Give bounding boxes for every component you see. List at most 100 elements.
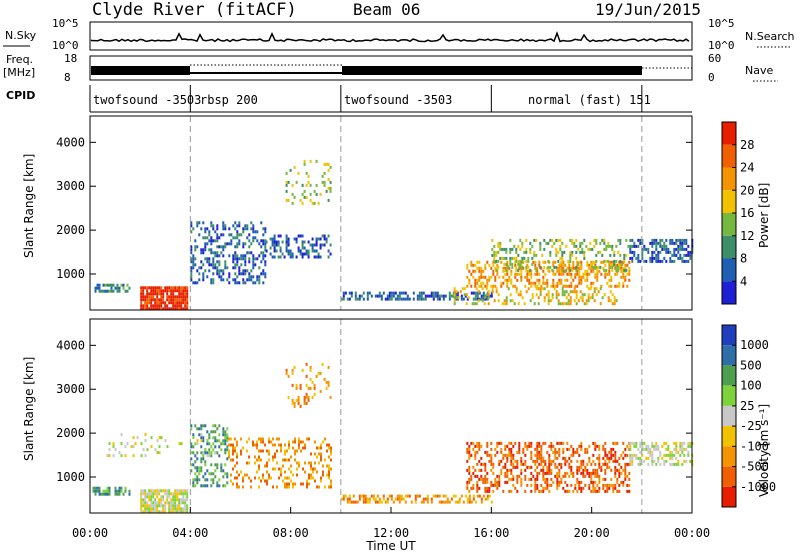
range-cell bbox=[228, 455, 230, 459]
range-cell bbox=[194, 239, 197, 243]
range-cell bbox=[503, 302, 506, 306]
range-cell bbox=[234, 221, 237, 225]
range-cell bbox=[422, 497, 425, 501]
range-cell bbox=[106, 489, 109, 493]
range-cell bbox=[286, 482, 288, 486]
range-cell bbox=[232, 278, 235, 282]
range-cell bbox=[216, 260, 219, 264]
range-cell bbox=[509, 256, 512, 260]
range-cell bbox=[560, 281, 563, 285]
range-cell bbox=[116, 492, 119, 496]
range-cell bbox=[238, 266, 241, 270]
range-cell bbox=[520, 269, 523, 273]
range-cell bbox=[550, 477, 553, 481]
range-cell bbox=[284, 452, 286, 456]
range-cell bbox=[649, 453, 652, 457]
range-cell bbox=[128, 492, 131, 496]
range-cell bbox=[673, 441, 676, 445]
range-cell bbox=[580, 489, 583, 493]
range-cell bbox=[554, 474, 557, 478]
range-cell bbox=[234, 245, 237, 249]
range-cell bbox=[206, 451, 209, 455]
range-cell bbox=[568, 474, 571, 478]
range-cell bbox=[305, 183, 308, 187]
range-cell bbox=[202, 221, 205, 225]
range-cell bbox=[154, 501, 157, 505]
range-cell bbox=[210, 251, 213, 255]
range-cell bbox=[176, 504, 179, 508]
range-cell bbox=[529, 247, 532, 251]
range-cell bbox=[599, 265, 602, 269]
range-cell bbox=[268, 473, 270, 477]
range-cell bbox=[552, 459, 555, 463]
range-cell bbox=[307, 180, 310, 184]
range-cell bbox=[504, 480, 507, 484]
range-cell bbox=[558, 281, 561, 285]
range-cell bbox=[273, 240, 276, 244]
range-cell bbox=[536, 453, 539, 457]
range-cell bbox=[651, 244, 654, 248]
range-cell bbox=[416, 297, 419, 301]
range-cell bbox=[518, 474, 521, 478]
range-cell bbox=[327, 380, 330, 384]
range-cell bbox=[675, 456, 678, 460]
range-cell bbox=[592, 441, 595, 445]
range-cell bbox=[172, 298, 175, 302]
range-cell bbox=[174, 492, 177, 496]
range-cell bbox=[292, 485, 294, 489]
range-cell bbox=[152, 510, 155, 514]
range-cell bbox=[182, 289, 185, 293]
range-cell bbox=[524, 284, 527, 288]
range-cell bbox=[536, 266, 539, 270]
noise-right-tick-bottom: 10^0 bbox=[708, 39, 735, 52]
range-cell bbox=[592, 459, 595, 463]
range-cell bbox=[572, 453, 575, 457]
range-cell bbox=[102, 492, 105, 496]
range-cell bbox=[254, 476, 256, 480]
range-cell bbox=[250, 275, 253, 279]
range-cell bbox=[493, 299, 496, 303]
range-cell bbox=[614, 453, 617, 457]
range-cell bbox=[587, 293, 590, 297]
range-cell bbox=[258, 455, 260, 459]
range-cell bbox=[510, 477, 513, 481]
range-cell bbox=[246, 440, 248, 444]
range-cell bbox=[198, 433, 201, 437]
range-cell bbox=[319, 371, 322, 375]
range-cell bbox=[667, 444, 670, 448]
range-cell bbox=[557, 238, 560, 242]
range-cell bbox=[178, 286, 181, 290]
range-cell bbox=[162, 289, 165, 293]
range-cell bbox=[202, 424, 205, 428]
range-cell bbox=[583, 302, 586, 306]
range-cell bbox=[444, 494, 447, 498]
range-cell bbox=[278, 437, 280, 441]
range-cell bbox=[633, 244, 636, 248]
range-cell bbox=[584, 483, 587, 487]
range-cell bbox=[602, 456, 605, 460]
range-cell bbox=[472, 275, 475, 279]
range-cell bbox=[520, 456, 523, 460]
range-cell bbox=[348, 497, 351, 501]
range-cell bbox=[521, 241, 524, 245]
range-cell bbox=[683, 259, 686, 263]
range-cell bbox=[315, 243, 318, 247]
range-cell bbox=[148, 492, 151, 496]
range-cell bbox=[526, 275, 529, 279]
range-cell bbox=[470, 272, 473, 276]
range-cell bbox=[286, 476, 288, 480]
range-cell bbox=[154, 292, 157, 296]
colorbar-segment bbox=[722, 167, 736, 191]
range-cell bbox=[520, 459, 523, 463]
range-cell bbox=[190, 424, 193, 428]
range-cell bbox=[273, 237, 276, 241]
range-cell bbox=[675, 241, 678, 245]
range-cell bbox=[356, 500, 359, 504]
range-cell bbox=[628, 269, 631, 273]
range-cell bbox=[505, 262, 508, 266]
range-cell bbox=[624, 453, 627, 457]
range-cell bbox=[396, 497, 399, 501]
colorbar-tick-label: 100 bbox=[740, 379, 762, 393]
range-cell bbox=[327, 383, 330, 387]
range-cell bbox=[256, 470, 258, 474]
